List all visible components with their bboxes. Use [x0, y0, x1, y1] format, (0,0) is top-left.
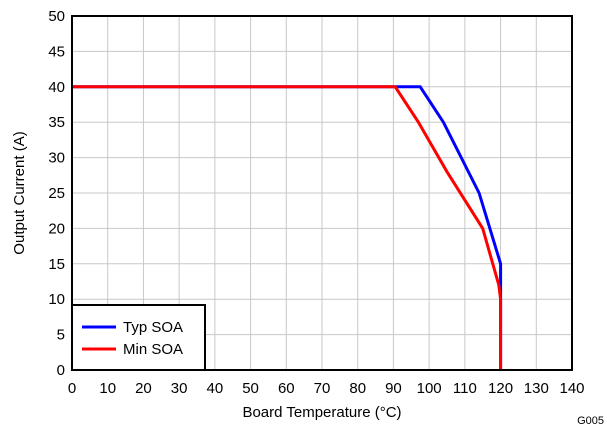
x-tick-label: 120: [488, 380, 513, 397]
x-axis-label: Board Temperature (°C): [242, 404, 401, 421]
x-tick-label: 90: [385, 380, 402, 397]
x-tick-label: 20: [135, 380, 152, 397]
y-tick-label: 15: [48, 256, 65, 273]
figure-id: G005: [577, 415, 604, 427]
y-tick-label: 40: [48, 79, 65, 96]
series-layer: [72, 85, 503, 370]
y-tick-label: 50: [48, 8, 65, 25]
x-tick-label: 100: [417, 380, 442, 397]
x-tick-label: 30: [171, 380, 188, 397]
legend-box: [71, 304, 206, 371]
y-tick-label: 45: [48, 43, 65, 60]
x-tick-label: 140: [559, 380, 584, 397]
y-tick-label: 35: [48, 114, 65, 131]
y-tick-labels: 0 5 10 15 20 25 30 35 40 45 50: [48, 8, 65, 379]
series-line-min-soa: [72, 85, 503, 370]
x-tick-label: 0: [68, 380, 76, 397]
x-tick-label: 130: [524, 380, 549, 397]
grid: [72, 16, 572, 370]
x-tick-label: 10: [99, 380, 116, 397]
y-tick-label: 5: [57, 327, 65, 344]
legend-label-min-soa: Min SOA: [123, 341, 183, 358]
y-tick-label: 25: [48, 185, 65, 202]
y-tick-label: 10: [48, 291, 65, 308]
x-tick-label: 50: [242, 380, 259, 397]
x-tick-label: 70: [314, 380, 331, 397]
x-tick-labels: 0 10 20 30 40 50 60 70 80 90 100 110 120 130 140: [68, 380, 585, 397]
plot-frame: [71, 15, 573, 371]
y-tick-label: 20: [48, 220, 65, 237]
x-tick-label: 40: [207, 380, 224, 397]
x-tick-label: 60: [278, 380, 295, 397]
x-tick-label: 110: [453, 380, 477, 397]
y-tick-label: 0: [57, 362, 65, 379]
x-tick-label: 80: [349, 380, 366, 397]
legend: Typ SOA Min SOA: [71, 304, 206, 371]
y-tick-label: 30: [48, 150, 65, 167]
legend-label-typ-soa: Typ SOA: [123, 319, 183, 336]
y-axis-label: Output Current (A): [11, 131, 28, 254]
